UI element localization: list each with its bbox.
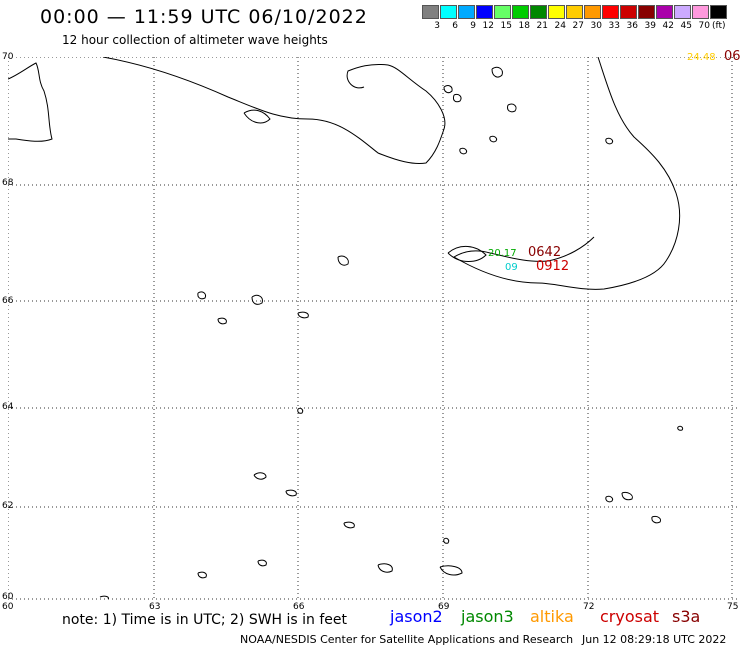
colorbar-tick-label: 3 [434, 21, 440, 31]
legend-altika: altika [530, 607, 574, 626]
colorbar-swatch [656, 5, 673, 19]
colorbar [422, 5, 728, 19]
colorbar-tick-label: 24 [554, 21, 566, 31]
track-label-2448: 24.48 [687, 52, 716, 63]
lon-label-63: 63 [149, 602, 161, 612]
colorbar-swatch [710, 5, 727, 19]
colorbar-swatch [494, 5, 511, 19]
coastline [8, 57, 681, 290]
track-label-0642: 0642 [528, 245, 562, 260]
colorbar-tick-label: 18 [518, 21, 530, 31]
colorbar-swatch [548, 5, 565, 19]
colorbar-swatch [512, 5, 529, 19]
colorbar-tick-label: 21 [536, 21, 548, 31]
colorbar-tick-label: 36 [626, 21, 638, 31]
track-label-2017: 20.17 [488, 248, 517, 259]
footer-timestamp: Jun 12 08:29:18 UTC 2022 [582, 633, 727, 646]
colorbar-unit: (ft) [712, 21, 726, 31]
track-label-09: 09 [505, 262, 518, 273]
lon-label-69: 69 [438, 602, 450, 612]
legend-cryosat: cryosat [600, 607, 660, 626]
colorbar-tick-label: 39 [644, 21, 656, 31]
colorbar-tick-label: 6 [452, 21, 458, 31]
colorbar-tick-label: 70 [698, 21, 710, 31]
colorbar-swatch [674, 5, 691, 19]
track-label-0912: 0912 [536, 259, 570, 274]
lat-label-64: 64 [2, 402, 14, 412]
colorbar-tick-label: 42 [662, 21, 674, 31]
track-label-06: 06 [724, 49, 740, 64]
colorbar-swatch [602, 5, 619, 19]
colorbar-tick-label: 30 [590, 21, 602, 31]
colorbar-swatch [530, 5, 547, 19]
lon-label-75: 75 [727, 602, 739, 612]
colorbar-tick-label: 27 [572, 21, 584, 31]
legend-jason2: jason2 [390, 607, 443, 626]
colorbar-swatch [692, 5, 709, 19]
lon-label-60: 60 [2, 602, 14, 612]
lon-label-66: 66 [293, 602, 305, 612]
lon-label-72: 72 [583, 602, 595, 612]
wave-height-map [8, 57, 739, 600]
lat-lon-grid [8, 57, 739, 600]
legend-jason3: jason3 [461, 607, 514, 626]
map-subtitle: 12 hour collection of altimeter wave hei… [62, 33, 328, 47]
colorbar-swatch [476, 5, 493, 19]
colorbar-swatch [440, 5, 457, 19]
colorbar-tick-label: 45 [680, 21, 692, 31]
colorbar-swatch [584, 5, 601, 19]
map-title: 00:00 — 11:59 UTC 06/10/2022 [40, 6, 368, 28]
colorbar-tick-label: 15 [500, 21, 512, 31]
altimeter-track-fragments [99, 66, 684, 600]
colorbar-swatch [566, 5, 583, 19]
colorbar-tick-label: 33 [608, 21, 620, 31]
colorbar-swatch [620, 5, 637, 19]
colorbar-tick-label: 9 [470, 21, 476, 31]
colorbar-swatch [458, 5, 475, 19]
lat-label-68: 68 [2, 178, 14, 188]
colorbar-ticks: 3 6 9 12 15 18 21 24 27 30 33 36 39 42 45 70 [422, 21, 710, 31]
legend-s3a: s3a [672, 607, 701, 626]
footer-credit: NOAA/NESDIS Center for Satellite Applica… [240, 633, 574, 646]
colorbar-swatch [422, 5, 439, 19]
colorbar-swatch [638, 5, 655, 19]
footer-note: note: 1) Time is in UTC; 2) SWH is in fe… [62, 612, 348, 628]
colorbar-tick-label: 12 [482, 21, 494, 31]
